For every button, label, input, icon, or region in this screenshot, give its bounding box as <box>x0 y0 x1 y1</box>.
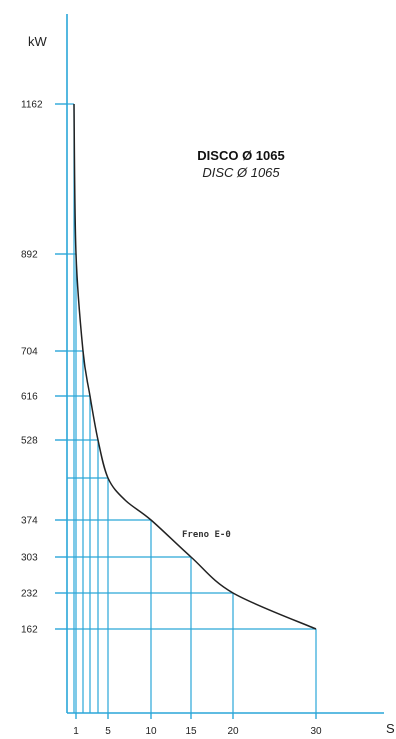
x-tick-label-30: 30 <box>310 726 322 737</box>
x-tick-label-20: 20 <box>227 726 239 737</box>
chart-title: DISCO Ø 1065 <box>197 148 284 163</box>
y-tick-label-303: 303 <box>21 553 38 564</box>
grid-lines <box>67 103 317 713</box>
x-tick-label-10: 10 <box>145 726 157 737</box>
x-tick-label-5: 5 <box>105 726 111 737</box>
axes <box>66 14 384 714</box>
y-tick-label-616: 616 <box>21 392 38 403</box>
y-axis-unit: kW <box>28 34 48 49</box>
curve-annotation: Freno E-0 <box>182 530 231 540</box>
y-tick-label-1162: 1162 <box>21 100 43 111</box>
chart-subtitle: DISC Ø 1065 <box>202 165 280 180</box>
y-tick-label-704: 704 <box>21 347 38 358</box>
x-tick-label-15: 15 <box>185 726 197 737</box>
y-tick-label-232: 232 <box>21 589 38 600</box>
x-tick-label-1: 1 <box>73 726 79 737</box>
y-tick-label-374: 374 <box>21 516 38 527</box>
y-tick-label-528: 528 <box>21 436 38 447</box>
y-tick-label-162: 162 <box>21 625 38 636</box>
y-tick-label-892: 892 <box>21 250 38 261</box>
series-curve <box>73 103 317 630</box>
x-axis-unit: S <box>386 721 395 736</box>
